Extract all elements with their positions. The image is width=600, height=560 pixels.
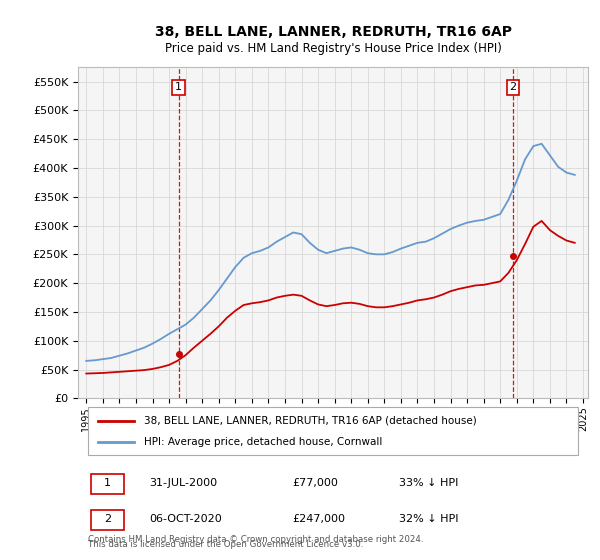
Text: £77,000: £77,000 — [292, 478, 338, 488]
Text: Contains HM Land Registry data © Crown copyright and database right 2024.: Contains HM Land Registry data © Crown c… — [88, 535, 424, 544]
Text: 31-JUL-2000: 31-JUL-2000 — [149, 478, 218, 488]
Text: This data is licensed under the Open Government Licence v3.0.: This data is licensed under the Open Gov… — [88, 540, 364, 549]
Text: 2: 2 — [509, 82, 517, 92]
FancyBboxPatch shape — [88, 407, 578, 455]
Text: 2: 2 — [104, 514, 111, 524]
FancyBboxPatch shape — [91, 474, 124, 494]
Text: 32% ↓ HPI: 32% ↓ HPI — [400, 514, 459, 524]
Text: 06-OCT-2020: 06-OCT-2020 — [149, 514, 222, 524]
Text: 38, BELL LANE, LANNER, REDRUTH, TR16 6AP (detached house): 38, BELL LANE, LANNER, REDRUTH, TR16 6AP… — [145, 416, 477, 426]
Text: Price paid vs. HM Land Registry's House Price Index (HPI): Price paid vs. HM Land Registry's House … — [164, 42, 502, 55]
FancyBboxPatch shape — [91, 510, 124, 530]
Text: 1: 1 — [104, 478, 111, 488]
Text: HPI: Average price, detached house, Cornwall: HPI: Average price, detached house, Corn… — [145, 437, 383, 447]
Text: 38, BELL LANE, LANNER, REDRUTH, TR16 6AP: 38, BELL LANE, LANNER, REDRUTH, TR16 6AP — [155, 25, 512, 39]
Text: 33% ↓ HPI: 33% ↓ HPI — [400, 478, 458, 488]
Text: £247,000: £247,000 — [292, 514, 345, 524]
Text: 1: 1 — [175, 82, 182, 92]
